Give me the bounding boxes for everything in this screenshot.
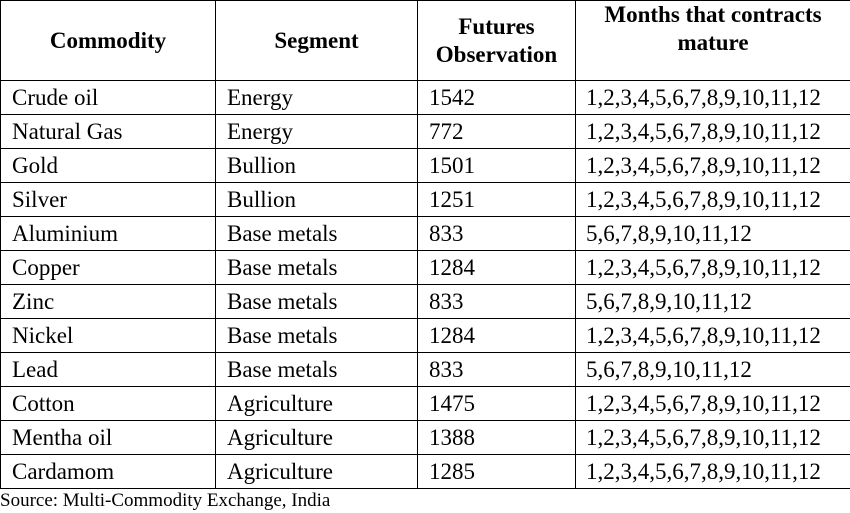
table-row: Cotton Agriculture 1475 1,2,3,4,5,6,7,8,… (0, 386, 850, 421)
cell-commodity: Zinc (0, 284, 216, 319)
cell-months: 1,2,3,4,5,6,7,8,9,10,11,12 (575, 454, 850, 489)
cell-months: 5,6,7,8,9,10,11,12 (575, 284, 850, 319)
cell-months: 5,6,7,8,9,10,11,12 (575, 216, 850, 251)
header-months-mature: Months that contracts mature (575, 0, 850, 81)
table-row: Gold Bullion 1501 1,2,3,4,5,6,7,8,9,10,1… (0, 148, 850, 183)
cell-commodity: Cotton (0, 386, 216, 421)
header-futures-line1: Futures (458, 13, 535, 39)
cell-months: 1,2,3,4,5,6,7,8,9,10,11,12 (575, 386, 850, 421)
header-months-line2: mature (677, 30, 749, 55)
cell-months: 1,2,3,4,5,6,7,8,9,10,11,12 (575, 114, 850, 149)
cell-segment: Energy (215, 114, 418, 149)
cell-observations: 1285 (417, 454, 576, 489)
cell-segment: Bullion (215, 148, 418, 183)
cell-commodity: Aluminium (0, 216, 216, 251)
cell-segment: Agriculture (215, 420, 418, 455)
table-row: Lead Base metals 833 5,6,7,8,9,10,11,12 (0, 352, 850, 387)
cell-months: 1,2,3,4,5,6,7,8,9,10,11,12 (575, 182, 850, 217)
cell-months: 1,2,3,4,5,6,7,8,9,10,11,12 (575, 250, 850, 285)
table-row: Copper Base metals 1284 1,2,3,4,5,6,7,8,… (0, 250, 850, 285)
cell-commodity: Gold (0, 148, 216, 183)
cell-observations: 1542 (417, 80, 576, 115)
cell-segment: Base metals (215, 250, 418, 285)
header-row: Commodity Segment Futures Observation Mo… (0, 0, 850, 81)
cell-observations: 772 (417, 114, 576, 149)
header-months-line1: Months that contracts (604, 2, 822, 27)
commodity-futures-table: Commodity Segment Futures Observation Mo… (0, 0, 850, 489)
cell-months: 1,2,3,4,5,6,7,8,9,10,11,12 (575, 420, 850, 455)
table-row: Cardamom Agriculture 1285 1,2,3,4,5,6,7,… (0, 454, 850, 489)
table-header: Commodity Segment Futures Observation Mo… (0, 0, 850, 81)
cell-commodity: Nickel (0, 318, 216, 353)
cell-months: 1,2,3,4,5,6,7,8,9,10,11,12 (575, 148, 850, 183)
cell-months: 1,2,3,4,5,6,7,8,9,10,11,12 (575, 318, 850, 353)
cell-commodity: Lead (0, 352, 216, 387)
table-row: Zinc Base metals 833 5,6,7,8,9,10,11,12 (0, 284, 850, 319)
cell-commodity: Natural Gas (0, 114, 216, 149)
cell-commodity: Silver (0, 182, 216, 217)
cell-segment: Agriculture (215, 386, 418, 421)
table-row: Natural Gas Energy 772 1,2,3,4,5,6,7,8,9… (0, 114, 850, 149)
cell-observations: 1501 (417, 148, 576, 183)
table-row: Mentha oil Agriculture 1388 1,2,3,4,5,6,… (0, 420, 850, 455)
cell-commodity: Crude oil (0, 80, 216, 115)
cell-observations: 833 (417, 284, 576, 319)
source-note: Source: Multi-Commodity Exchange, India (0, 490, 331, 511)
table-row: Silver Bullion 1251 1,2,3,4,5,6,7,8,9,10… (0, 182, 850, 217)
cell-segment: Base metals (215, 352, 418, 387)
cell-commodity: Mentha oil (0, 420, 216, 455)
cell-observations: 1284 (417, 250, 576, 285)
cell-observations: 1475 (417, 386, 576, 421)
table-row: Nickel Base metals 1284 1,2,3,4,5,6,7,8,… (0, 318, 850, 353)
header-commodity: Commodity (0, 0, 216, 81)
cell-segment: Base metals (215, 216, 418, 251)
cell-segment: Bullion (215, 182, 418, 217)
cell-segment: Energy (215, 80, 418, 115)
cell-segment: Base metals (215, 318, 418, 353)
cell-commodity: Cardamom (0, 454, 216, 489)
header-futures-line2: Observation (435, 41, 558, 67)
cell-observations: 833 (417, 352, 576, 387)
cell-observations: 1284 (417, 318, 576, 353)
cell-observations: 1251 (417, 182, 576, 217)
table-row: Aluminium Base metals 833 5,6,7,8,9,10,1… (0, 216, 850, 251)
header-segment: Segment (215, 0, 418, 81)
table-body: Crude oil Energy 1542 1,2,3,4,5,6,7,8,9,… (0, 80, 850, 489)
header-futures-observation: Futures Observation (417, 0, 576, 81)
cell-months: 1,2,3,4,5,6,7,8,9,10,11,12 (575, 80, 850, 115)
cell-observations: 1388 (417, 420, 576, 455)
cell-observations: 833 (417, 216, 576, 251)
cell-segment: Base metals (215, 284, 418, 319)
cell-commodity: Copper (0, 250, 216, 285)
table-row: Crude oil Energy 1542 1,2,3,4,5,6,7,8,9,… (0, 80, 850, 115)
cell-months: 5,6,7,8,9,10,11,12 (575, 352, 850, 387)
cell-segment: Agriculture (215, 454, 418, 489)
